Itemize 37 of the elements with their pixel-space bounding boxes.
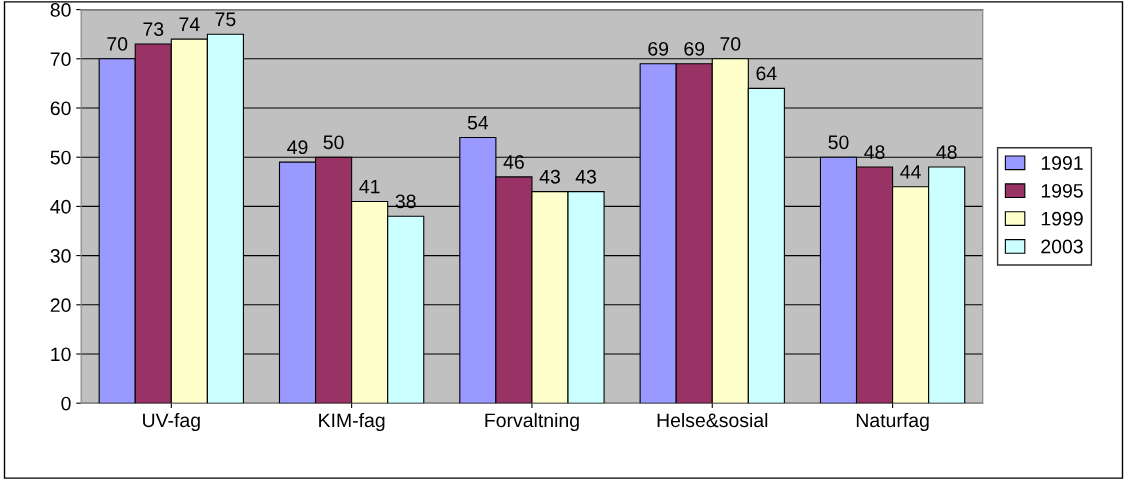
data-label: 49 (287, 140, 308, 155)
data-label: 70 (720, 37, 741, 51)
legend-label: 1995 (1041, 183, 1083, 198)
data-label: 46 (503, 155, 524, 169)
y-tick-label: 60 (50, 101, 71, 116)
legend-label: 1991 (1041, 156, 1083, 170)
data-label: 74 (179, 17, 200, 31)
legend-label: 2003 (1041, 239, 1083, 254)
y-tick-label: 70 (50, 52, 71, 67)
data-label: 44 (900, 165, 921, 179)
x-tick-label: KIM-fag (319, 412, 385, 432)
x-tick-label: Forvaltning (485, 412, 579, 432)
x-tick-label: Naturfag (856, 412, 929, 432)
data-label: 48 (864, 145, 885, 160)
data-label: 48 (936, 145, 957, 160)
data-label: 43 (575, 169, 596, 184)
x-tick-label: Helse&sosial (657, 412, 768, 428)
y-tick-label: 0 (61, 396, 71, 411)
y-tick-label: 20 (50, 298, 71, 313)
y-tick-label: 40 (50, 199, 71, 214)
data-label: 41 (359, 179, 380, 194)
data-label: 50 (323, 135, 344, 150)
data-label: 64 (756, 66, 777, 81)
data-label: 75 (215, 12, 236, 27)
y-tick-label: 10 (51, 347, 71, 362)
data-label: 69 (648, 41, 669, 56)
data-label: 73 (143, 22, 164, 37)
data-label: 54 (467, 115, 489, 130)
data-label: 50 (828, 135, 849, 150)
data-label: 43 (539, 169, 560, 184)
data-label: 70 (107, 37, 128, 51)
y-tick-label: 30 (50, 249, 71, 263)
y-tick-label: 80 (50, 3, 71, 17)
legend-label: 1999 (1041, 211, 1083, 226)
y-tick-label: 50 (50, 150, 71, 165)
data-label: 69 (684, 41, 705, 56)
x-tick-label: UV-fag (143, 412, 200, 432)
